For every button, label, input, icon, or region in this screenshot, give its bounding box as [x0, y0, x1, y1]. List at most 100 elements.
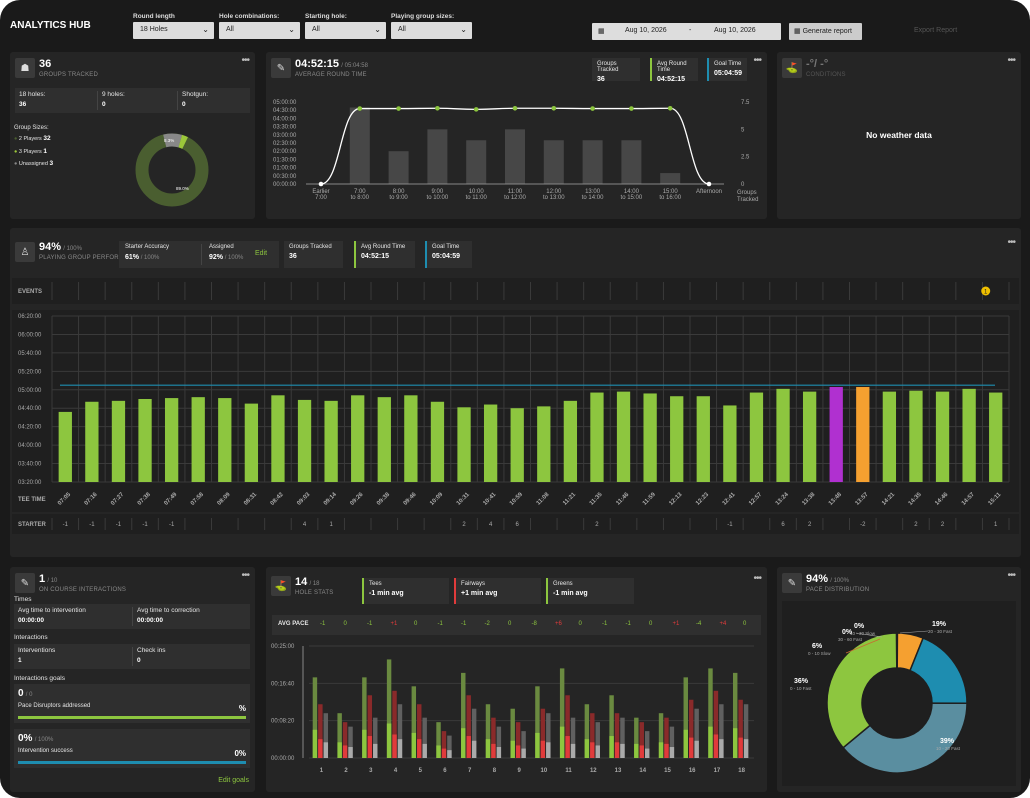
avg-pace-row: AVG PACE -1 0 -1 +1 0 -1 -1 -2 0 -8 +6 0 -1 -1 0 +1 -4 +4… — [272, 615, 761, 635]
stat-value: -1 min avg — [369, 590, 404, 597]
goal-percent: % — [238, 704, 246, 713]
edit-goals-link[interactable]: Edit goals — [218, 777, 249, 784]
y-tick-label: 00:00:00 — [273, 182, 297, 188]
hole-bar-max — [422, 717, 427, 758]
tee-time-bar — [962, 388, 976, 482]
filter-round-length-select[interactable]: 18 Holes ⌄ — [133, 22, 214, 39]
filter-starting-hole-select[interactable]: All ⌄ — [305, 22, 386, 39]
starter-value: 2 — [941, 522, 945, 528]
tee-time-bar — [537, 406, 551, 482]
group-sizes-donut: 89.0% 8.3% — [135, 133, 209, 207]
round-bar — [349, 107, 370, 184]
round-time-point — [473, 107, 479, 112]
stat-value: 0 — [102, 101, 106, 108]
pie-slice-range: 0 - 10 Slow — [808, 651, 831, 656]
stat-label: Goal Time — [714, 61, 742, 67]
starter-value: 2 — [914, 522, 918, 528]
card-menu-icon[interactable]: ••• — [1007, 570, 1015, 581]
stat-total: / 100% — [224, 255, 244, 261]
hole-bar-max — [743, 704, 749, 758]
filter-hole-comb-select[interactable]: All ⌄ — [219, 22, 300, 39]
round-time-point — [551, 105, 557, 111]
pie-slice — [842, 702, 968, 774]
edit-link[interactable]: Edit — [255, 250, 268, 257]
y-tick-label: 01:00:00 — [273, 166, 297, 172]
avg-time-intervention: Avg time to intervention 00:00:00 — [18, 607, 86, 624]
hole-number: 11 — [565, 768, 572, 774]
stat-tees: Tees -1 min avg — [362, 578, 449, 604]
filter-group-size-select[interactable]: All ⌄ — [391, 22, 472, 39]
hole-bar — [590, 742, 595, 758]
round-time-point — [435, 105, 440, 111]
hole-bar — [644, 748, 650, 758]
y-tick-label: 00:25:00 — [271, 644, 295, 650]
hole-bar — [540, 740, 546, 758]
avg-round-goal: / 05:04:58 — [341, 63, 368, 69]
golf-cart-icon: ⛳ — [782, 58, 802, 78]
round-time-point — [706, 181, 712, 187]
starter-value: 1 — [994, 522, 998, 528]
hole-stats-card: ⛳ 14 / 18 HOLE STATS Tees -1 min avg Fair… — [266, 567, 767, 792]
hole-bar-max — [559, 668, 565, 758]
y-tick-label: 05:00:00 — [273, 100, 297, 106]
y-tick-label: 04:00:00 — [273, 116, 297, 122]
card-menu-icon[interactable]: ••• — [753, 55, 761, 66]
hole-bar — [411, 732, 417, 758]
group-sizes-label: Group Sizes: — [14, 125, 49, 131]
export-report-button[interactable]: Export Report — [914, 27, 958, 34]
tee-time-bar — [935, 391, 950, 482]
tee-time-bar — [244, 403, 259, 482]
card-menu-icon[interactable]: ••• — [1007, 55, 1015, 66]
hole-number: 10 — [541, 768, 548, 774]
x-tick-label: 11:00 — [508, 189, 523, 195]
hole-bar — [342, 745, 348, 758]
date-from: Aug 10, 2026 — [625, 27, 667, 34]
date-range-picker[interactable]: ▦ Aug 10, 2026 - Aug 10, 2026 — [592, 23, 781, 40]
tee-time-bar — [616, 391, 631, 482]
filter-value: All — [312, 26, 320, 33]
starter-label: STARTER — [18, 522, 47, 528]
hole-bar — [614, 742, 620, 758]
group-size-value: 1 — [43, 148, 47, 155]
starter-value: -2 — [860, 522, 866, 528]
hole-bar-max — [461, 672, 466, 758]
hole-bar-max — [595, 722, 600, 758]
y2-axis-label: Tracked — [737, 197, 758, 203]
x-tick-label: to 12:00 — [504, 195, 526, 201]
goal-total: / 0 — [25, 692, 33, 698]
tee-time-bar — [643, 393, 657, 482]
hole-number: 2 — [344, 768, 348, 774]
hole-bar-max — [411, 686, 417, 758]
generate-report-button[interactable]: ▦ Generate report — [789, 23, 862, 40]
tee-time-bar — [457, 407, 471, 482]
round-time-point — [629, 106, 634, 111]
round-time-point — [667, 105, 673, 111]
interactions-section-label: Interactions — [14, 634, 48, 641]
hole-bar-max — [669, 726, 675, 758]
avg-pace-value: 0 — [343, 621, 347, 627]
hole-bar-max — [337, 713, 342, 758]
hole-bar — [521, 748, 526, 758]
stat-value: 04:52:15 — [657, 76, 686, 83]
round-time-point — [590, 106, 595, 111]
card-menu-icon[interactable]: ••• — [241, 570, 249, 581]
pie-slice-percent: 6% — [812, 643, 823, 650]
card-menu-icon[interactable]: ••• — [1007, 237, 1015, 248]
events-label: EVENTS — [18, 289, 42, 295]
hole-bar-max — [521, 731, 526, 758]
hole-bar-max — [732, 672, 738, 758]
stat-value: 05:04:59 — [432, 253, 461, 260]
avg-pace-value: +1 — [390, 621, 398, 627]
stat-label: Interventions — [18, 647, 56, 654]
stat-label: Goal Time — [432, 244, 460, 250]
card-menu-icon[interactable]: ••• — [241, 55, 249, 66]
group-size-value: 32 — [43, 135, 51, 142]
avg-pace-label: AVG PACE — [278, 621, 309, 627]
stat-value: +1 min avg — [461, 590, 498, 597]
card-menu-icon[interactable]: ••• — [753, 573, 761, 584]
times-label: Times — [14, 596, 32, 603]
hole-bar — [713, 734, 719, 758]
y-tick-label: 00:00:00 — [271, 756, 295, 762]
hole-bar — [417, 739, 422, 758]
hole-bar — [485, 739, 491, 758]
